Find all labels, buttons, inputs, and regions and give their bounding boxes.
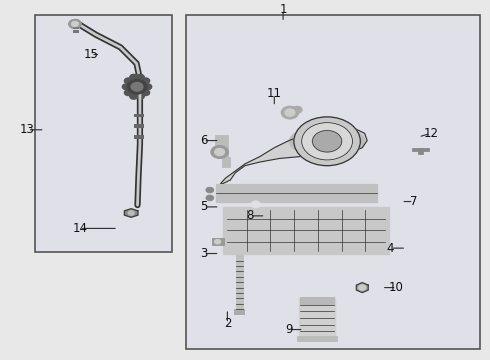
Polygon shape [124,209,138,217]
Bar [223,207,389,253]
Circle shape [215,148,224,156]
Bar [216,184,377,202]
Text: 4: 4 [387,242,394,255]
Circle shape [251,201,260,208]
Text: 7: 7 [410,195,417,208]
Bar [234,309,244,315]
Circle shape [130,94,138,99]
Bar [297,336,337,341]
Bar [218,146,228,158]
Circle shape [136,94,144,99]
Bar [236,255,243,309]
Text: 9: 9 [285,323,293,336]
Text: 2: 2 [223,317,231,330]
Text: 10: 10 [389,281,404,294]
Polygon shape [356,283,368,293]
Text: 8: 8 [246,210,253,222]
Circle shape [128,211,134,215]
Circle shape [294,117,360,166]
Circle shape [142,78,149,84]
Circle shape [206,195,214,201]
Text: 3: 3 [200,247,207,260]
Circle shape [211,145,228,158]
Bar [299,298,335,338]
Circle shape [398,202,404,207]
Circle shape [136,75,144,80]
Text: 15: 15 [84,48,98,61]
Circle shape [69,19,81,29]
Bar [73,27,79,30]
Circle shape [72,22,78,27]
Circle shape [124,78,132,84]
Bar [186,15,480,348]
Text: 13: 13 [20,123,35,136]
Text: 14: 14 [73,222,87,235]
Circle shape [142,90,149,95]
Bar [73,23,79,26]
Text: 6: 6 [200,134,207,147]
Circle shape [131,82,143,91]
Bar [212,238,223,245]
Bar [134,135,145,139]
Bar [73,31,79,33]
Text: 12: 12 [423,127,438,140]
Circle shape [206,187,214,193]
Circle shape [215,239,220,244]
Bar [134,114,145,117]
Bar [221,157,230,167]
Circle shape [122,84,130,90]
Text: 5: 5 [200,201,207,213]
Circle shape [253,203,258,206]
Ellipse shape [289,126,365,157]
Circle shape [396,201,407,208]
Circle shape [124,90,132,95]
Circle shape [285,109,295,116]
Circle shape [293,106,302,113]
Bar [215,135,228,151]
Circle shape [359,285,366,290]
Circle shape [130,75,138,80]
Bar [412,148,429,151]
Text: 11: 11 [267,87,282,100]
Circle shape [313,131,342,152]
Bar [35,15,171,252]
Bar [300,297,334,304]
Polygon shape [220,126,367,184]
Bar [134,125,145,128]
Text: 1: 1 [279,3,287,16]
Bar [418,148,423,154]
Circle shape [302,123,352,160]
Circle shape [127,80,147,94]
Circle shape [281,106,299,119]
Circle shape [144,84,152,90]
